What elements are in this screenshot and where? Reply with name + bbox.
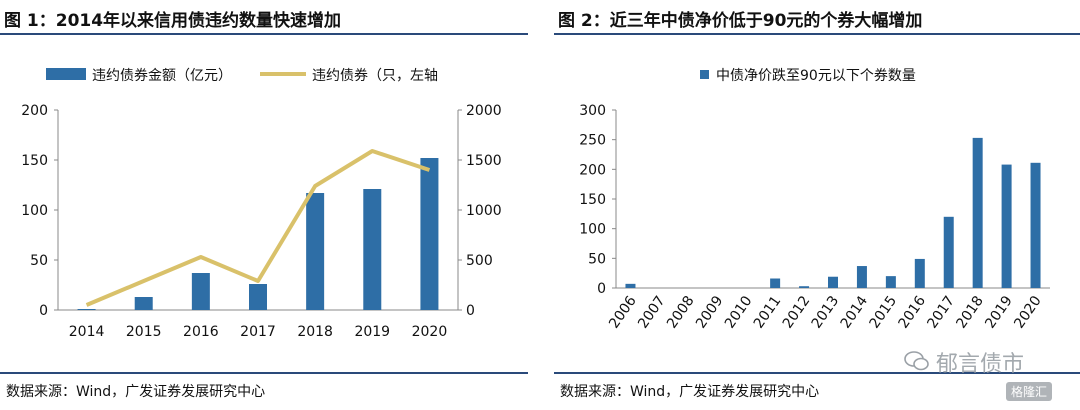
x-tick-label: 2016 [183, 324, 219, 340]
legend-label-bar: 违约债券金额（亿元） [92, 68, 232, 84]
bar [77, 309, 96, 310]
bar [363, 189, 382, 310]
bar [1030, 162, 1041, 288]
x-tick-label: 2008 [664, 293, 698, 331]
chart-2: 0501001502002503002006200720082009201020… [579, 68, 1050, 331]
y-tick-label-right: 1000 [466, 203, 502, 219]
legend-label-line: 违约债券（只，左轴 [312, 68, 438, 84]
y-tick-label-left: 150 [21, 153, 48, 169]
y-tick-label-right: 500 [466, 253, 493, 269]
legend-label: 中债净价跌至90元以下个券数量 [716, 68, 916, 84]
x-tick-label: 2007 [635, 293, 669, 331]
x-tick-label: 2017 [240, 324, 276, 340]
x-tick-label: 2006 [606, 293, 640, 331]
y-tick-label-left: 0 [39, 303, 48, 319]
legend-swatch-bar [46, 68, 86, 80]
bar [191, 273, 210, 310]
bar [134, 297, 153, 310]
y-tick-label-right: 2000 [466, 103, 502, 119]
bar [885, 276, 896, 288]
x-tick-label: 2013 [809, 293, 843, 331]
x-tick-label: 2018 [953, 293, 987, 331]
x-tick-label: 2017 [924, 293, 958, 331]
y-tick-label-left: 50 [30, 253, 48, 269]
source-rule [554, 372, 1080, 374]
x-tick-label: 2020 [1011, 293, 1045, 331]
chart-2-source: 数据来源：Wind，广发证券发展研究中心 [560, 384, 820, 400]
chart-1-source: 数据来源：Wind，广发证券发展研究中心 [6, 384, 266, 400]
bar [770, 278, 781, 288]
x-tick-label: 2014 [69, 324, 105, 340]
bar [306, 193, 325, 310]
y-tick-label: 150 [579, 192, 606, 208]
x-tick-label: 2020 [412, 324, 448, 340]
bar [856, 266, 867, 288]
x-tick-label: 2016 [896, 293, 930, 331]
chart-panel-2: 图 2：近三年中债净价低于90元的个券大幅增加 0 50 100 150 200 250 3… [554, 0, 1080, 410]
wechat-icon [904, 351, 929, 371]
x-tick-label: 2010 [722, 293, 756, 331]
x-tick-label: 2012 [780, 293, 814, 331]
bar [799, 286, 810, 288]
watermark-text: 郁言债市 [936, 352, 1025, 377]
bar [828, 276, 838, 288]
chart-1-title: 图 1：2014年以来信用债违约数量快速增加 [4, 11, 342, 31]
x-tick-label: 2018 [297, 324, 333, 340]
y-tick-label-left: 100 [21, 203, 48, 219]
watermark-sub: 格隆汇 [1006, 382, 1053, 401]
bar [249, 284, 267, 310]
y-tick-label: 300 [579, 103, 606, 119]
x-tick-label: 2015 [126, 324, 162, 340]
title-rule [554, 33, 1080, 35]
x-tick-label: 2011 [751, 293, 785, 331]
bar [625, 283, 636, 288]
y-tick-label-right: 0 [466, 303, 475, 319]
y-tick-label: 100 [579, 222, 606, 238]
bar [420, 158, 439, 310]
chart-panel-1: 图 1：2014年以来信用债违约数量快速增加 0 50 100 150 200 0 500 1… [0, 0, 528, 410]
legend-swatch [700, 70, 709, 79]
title-rule [0, 33, 528, 35]
y-tick-label: 200 [579, 162, 606, 178]
bar [914, 258, 925, 288]
bar [972, 137, 983, 288]
chart-2-title: 图 2：近三年中债净价低于90元的个券大幅增加 [558, 11, 923, 31]
y-tick-label-right: 1500 [466, 153, 502, 169]
y-tick-label: 250 [579, 133, 606, 149]
y-tick-label-left: 200 [21, 103, 48, 119]
x-tick-label: 2019 [354, 324, 390, 340]
watermark: 郁言债市 格隆汇 [900, 342, 1076, 406]
x-tick-label: 2014 [838, 293, 872, 331]
bar [1001, 164, 1012, 288]
y-tick-label: 0 [597, 281, 606, 297]
x-tick-label: 2015 [867, 293, 901, 331]
source-rule [0, 372, 528, 374]
bar [943, 216, 954, 288]
y-tick-label: 50 [588, 251, 606, 267]
x-tick-label: 2009 [693, 293, 727, 331]
x-tick-label: 2019 [982, 293, 1016, 331]
